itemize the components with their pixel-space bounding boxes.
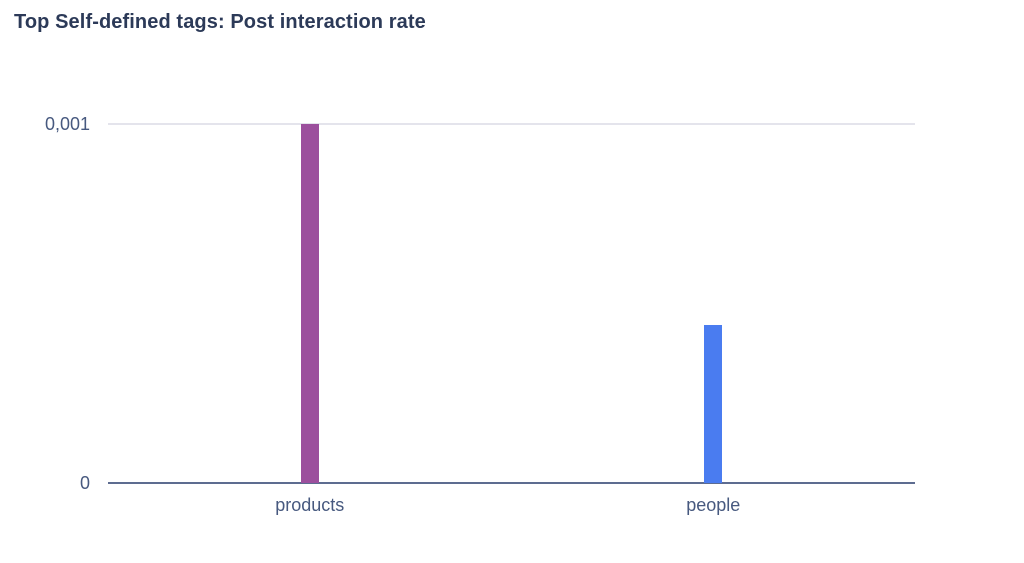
chart-title: Top Self-defined tags: Post interaction …: [14, 11, 426, 33]
x-tick-label-products: products: [275, 495, 345, 515]
y-gridline: [108, 123, 915, 125]
y-tick-label: 0: [79, 473, 90, 493]
bar-people[interactable]: [704, 325, 723, 483]
bar-products[interactable]: [300, 124, 319, 483]
x-tick-label-people: people: [686, 495, 741, 515]
y-tick-label: 0,001: [44, 114, 90, 134]
x-axis-line: [108, 482, 915, 484]
